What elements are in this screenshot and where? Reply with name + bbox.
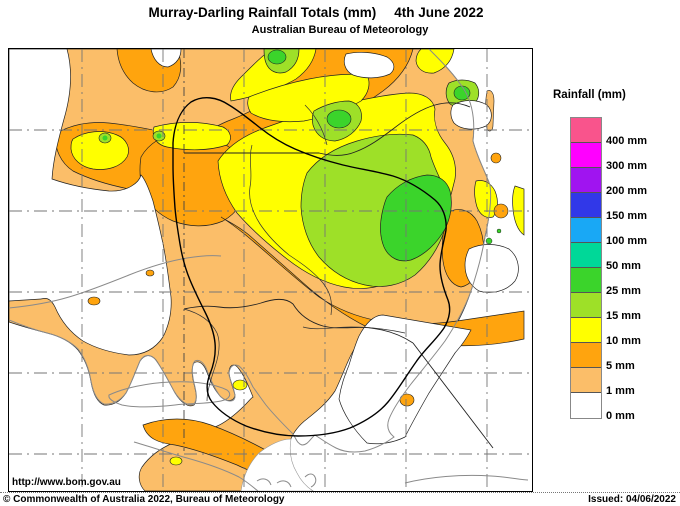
rivers [183,104,406,402]
legend-label-200-mm: 200 mm [606,185,647,197]
bom-url: http://www.bom.gov.au [12,477,121,488]
graticule-gridlines [9,49,532,491]
legend-swatch-15-mm [571,293,601,318]
legend-label-15-mm: 15 mm [606,310,641,322]
legend-swatch-1-mm [571,368,601,393]
legend-label-100-mm: 100 mm [606,235,647,247]
legend-label-5-mm: 5 mm [606,360,635,372]
map-date: 4th June 2022 [394,5,484,20]
rain-regions-25-50mm [102,49,502,262]
murrumbidgee-river [302,326,406,334]
legend-title: Rainfall (mm) [553,89,626,101]
legend-labels: 400 mm 300 mm 200 mm 150 mm 100 mm 50 mm 25 mm… [606,117,676,427]
legend-label-300-mm: 300 mm [606,160,647,172]
issued-date: Issued: 04/06/2022 [588,494,676,505]
map-title: Murray-Darling Rainfall Totals (mm) [148,5,377,20]
mainland-coastline [9,49,492,453]
legend-label-50-mm: 50 mm [606,260,641,272]
legend-swatch-5-mm [571,343,601,368]
condamine-river [304,104,328,146]
legend-swatch-10-mm [571,318,601,343]
darling-river [249,144,332,316]
salt-lakes-line [9,255,222,309]
legend-label-0-mm: 0 mm [606,410,635,422]
legend-swatches [570,117,602,419]
legend-label-10-mm: 10 mm [606,335,641,347]
legend-label-1-mm: 1 mm [606,385,635,397]
rainfall-contour-map [9,49,532,491]
lower-murray-river [183,308,220,402]
legend-label-400-mm: 400 mm [606,135,647,147]
legend-label-25-mm: 25 mm [606,285,641,297]
coastlines [9,49,529,491]
legend-swatch-100-mm [571,218,601,243]
tasmania-north-coastline [404,474,529,484]
bay-detail-lines [256,473,317,488]
legend-swatch-50-mm [571,243,601,268]
legend-swatch-200-mm [571,168,601,193]
legend-swatch-25-mm [571,268,601,293]
southeast-sa-coastline [133,441,259,491]
qld-nsw-border [184,102,471,156]
legend-label-150-mm: 150 mm [606,210,647,222]
page-subtitle: Australian Bureau of Meteorology [251,24,429,36]
footer-divider [0,492,680,493]
small-rain-spots [87,152,509,466]
legend-swatch-400-mm [571,118,601,143]
kangaroo-island-coastline [108,381,231,408]
legend-swatch-0-mm [571,393,601,418]
murray-darling-basin-boundary [172,97,451,437]
map-canvas [8,48,533,492]
nsw-vic-border-east [412,342,494,449]
page-title: Murray-Darling Rainfall Totals (mm) 4th J… [0,5,632,20]
legend-swatch-300-mm [571,143,601,168]
copyright-notice: © Commonwealth of Australia 2022, Bureau… [3,494,285,505]
legend-swatch-150-mm [571,193,601,218]
